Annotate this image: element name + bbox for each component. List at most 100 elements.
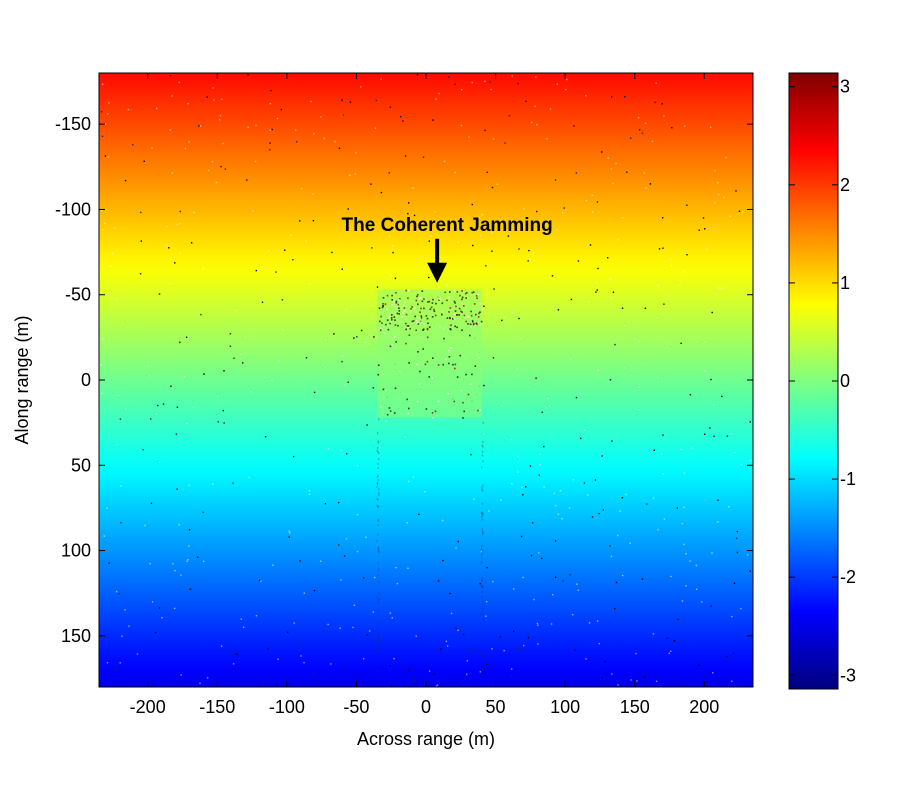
- jamming-speckle: [381, 322, 383, 324]
- jamming-speckle: [405, 328, 407, 331]
- noise-speckle: [212, 483, 214, 485]
- noise-speckle: [679, 284, 681, 287]
- noise-speckle: [223, 422, 225, 424]
- noise-speckle: [437, 580, 440, 582]
- jamming-speckle: [398, 298, 401, 300]
- noise-speckle: [714, 169, 716, 172]
- noise-speckle: [101, 338, 104, 340]
- jamming-speckle: [419, 311, 421, 313]
- noise-speckle: [104, 155, 107, 157]
- jamming-speckle: [391, 314, 393, 316]
- noise-speckle: [319, 560, 322, 562]
- jamming-speckle: [466, 291, 468, 294]
- x-tick-label: -100: [269, 697, 305, 717]
- noise-speckle: [113, 227, 116, 229]
- jamming-speckle: [447, 393, 450, 395]
- noise-speckle: [562, 211, 564, 214]
- noise-speckle: [356, 550, 359, 553]
- noise-speckle: [523, 208, 525, 210]
- noise-speckle: [200, 313, 202, 316]
- noise-speckle: [324, 503, 327, 505]
- jamming-speckle: [475, 295, 478, 297]
- noise-speckle: [299, 560, 301, 562]
- noise-speckle: [717, 499, 719, 501]
- streak-speckle: [482, 669, 484, 672]
- jamming-speckle: [448, 349, 450, 352]
- noise-speckle: [624, 367, 626, 369]
- noise-speckle: [404, 436, 406, 438]
- streak-speckle: [482, 421, 484, 424]
- noise-speckle: [203, 373, 205, 375]
- noise-speckle: [492, 357, 495, 359]
- noise-speckle: [482, 672, 484, 675]
- noise-speckle: [100, 392, 103, 395]
- noise-speckle: [735, 537, 738, 540]
- jamming-speckle: [429, 326, 431, 328]
- noise-speckle: [293, 622, 295, 624]
- noise-speckle: [300, 655, 302, 657]
- noise-speckle: [726, 435, 729, 437]
- noise-speckle: [598, 642, 600, 645]
- streak-speckle: [481, 628, 483, 630]
- noise-speckle: [602, 509, 604, 511]
- noise-speckle: [734, 451, 736, 454]
- streak-speckle: [480, 651, 482, 654]
- noise-speckle: [106, 662, 109, 664]
- jamming-speckle: [454, 302, 456, 304]
- jamming-speckle: [415, 319, 418, 322]
- noise-speckle: [557, 513, 560, 515]
- jamming-speckle: [407, 297, 409, 299]
- noise-speckle: [148, 375, 151, 377]
- noise-speckle: [588, 622, 591, 624]
- noise-speckle: [532, 522, 534, 524]
- noise-speckle: [184, 147, 186, 150]
- noise-speckle: [651, 140, 654, 142]
- noise-speckle: [288, 530, 290, 532]
- streak-speckle: [376, 596, 378, 599]
- noise-speckle: [591, 194, 593, 197]
- noise-speckle: [268, 250, 270, 252]
- jamming-speckle: [403, 307, 406, 309]
- noise-speckle: [180, 674, 182, 676]
- noise-speckle: [520, 535, 523, 538]
- noise-speckle: [657, 528, 659, 531]
- noise-speckle: [372, 611, 374, 613]
- jamming-speckle: [429, 308, 432, 311]
- noise-speckle: [219, 115, 222, 117]
- noise-speckle: [104, 222, 106, 225]
- noise-speckle: [525, 486, 527, 488]
- noise-speckle: [596, 293, 599, 295]
- noise-speckle: [343, 666, 345, 668]
- jamming-speckle: [413, 320, 415, 322]
- y-tick-label: 50: [71, 455, 91, 475]
- jamming-speckle: [480, 323, 483, 326]
- noise-speckle: [161, 617, 163, 619]
- jamming-speckle: [393, 336, 396, 338]
- noise-speckle: [297, 647, 299, 649]
- noise-speckle: [189, 588, 192, 590]
- noise-speckle: [207, 169, 210, 172]
- jamming-speckle: [405, 289, 407, 292]
- noise-speckle: [197, 556, 199, 558]
- noise-speckle: [446, 645, 449, 647]
- streak-speckle: [378, 598, 380, 601]
- jamming-speckle: [431, 377, 433, 380]
- jamming-speckle: [463, 410, 465, 413]
- streak-speckle: [480, 612, 482, 615]
- noise-speckle: [670, 650, 672, 652]
- jamming-speckle: [402, 304, 405, 306]
- streak-speckle: [377, 549, 380, 552]
- noise-speckle: [305, 357, 308, 359]
- jamming-speckle: [423, 298, 425, 300]
- noise-speckle: [186, 560, 188, 562]
- streak-speckle: [377, 466, 379, 469]
- jamming-speckle: [469, 323, 472, 326]
- noise-speckle: [300, 187, 303, 190]
- noise-speckle: [366, 424, 368, 426]
- noise-speckle: [127, 108, 130, 111]
- noise-speckle: [496, 183, 499, 185]
- noise-speckle: [723, 196, 725, 199]
- jamming-speckle: [448, 311, 450, 313]
- noise-speckle: [224, 168, 227, 170]
- noise-speckle: [740, 607, 742, 610]
